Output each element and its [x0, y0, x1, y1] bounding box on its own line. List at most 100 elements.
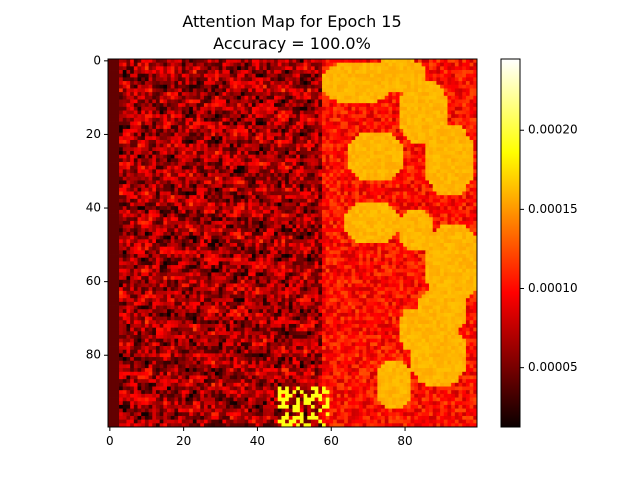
- heatmap-cell: [119, 95, 124, 100]
- heatmap-cell: [167, 95, 172, 100]
- heatmap-cell: [229, 73, 234, 78]
- heatmap-cell: [226, 198, 231, 203]
- heatmap-cell: [255, 176, 260, 181]
- heatmap-cell: [152, 169, 157, 174]
- heatmap-cell: [462, 70, 467, 75]
- heatmap-cell: [465, 169, 471, 174]
- heatmap-cell: [170, 110, 175, 115]
- heatmap-cell: [108, 114, 113, 119]
- heatmap-cell: [469, 81, 474, 86]
- heatmap-cell: [141, 162, 146, 167]
- heatmap-cell: [255, 77, 260, 82]
- heatmap-cell: [303, 202, 308, 207]
- heatmap-cell: [406, 191, 411, 196]
- heatmap-cell: [362, 95, 367, 100]
- heatmap-cell: [329, 235, 334, 240]
- heatmap-cell: [347, 128, 352, 133]
- heatmap-cell: [203, 165, 209, 170]
- heatmap-cell: [288, 239, 293, 244]
- heatmap-cell: [454, 224, 459, 229]
- heatmap-cell: [259, 103, 264, 108]
- heatmap-cell: [358, 231, 364, 237]
- heatmap-cell: [395, 95, 400, 100]
- heatmap-cell: [465, 73, 471, 78]
- heatmap-cell: [141, 147, 146, 152]
- heatmap-cell: [336, 176, 341, 181]
- heatmap-cell: [122, 110, 127, 115]
- heatmap-cell: [296, 180, 301, 185]
- heatmap-cell: [458, 235, 463, 240]
- heatmap-cell: [347, 198, 352, 203]
- heatmap-cell: [314, 239, 319, 244]
- heatmap-cell: [189, 136, 194, 141]
- heatmap-cell: [458, 77, 463, 82]
- heatmap-cell: [351, 125, 356, 130]
- heatmap-cell: [155, 143, 161, 148]
- heatmap-cell: [410, 239, 415, 244]
- heatmap-cell: [178, 62, 183, 67]
- heatmap-cell: [203, 106, 209, 111]
- heatmap-cell: [473, 187, 478, 192]
- heatmap-cell: [473, 202, 478, 207]
- heatmap-cell: [244, 187, 249, 192]
- heatmap-cell: [403, 198, 408, 203]
- heatmap-cell: [333, 66, 338, 71]
- heatmap-cell: [310, 165, 316, 170]
- heatmap-cell: [347, 66, 352, 71]
- heatmap-cell: [115, 110, 120, 115]
- heatmap-cell: [207, 66, 212, 71]
- heatmap-cell: [373, 84, 378, 89]
- heatmap-cell: [222, 121, 227, 126]
- heatmap-cell: [355, 114, 360, 119]
- heatmap-cell: [233, 70, 238, 75]
- heatmap-cell: [307, 187, 312, 192]
- heatmap-cell: [440, 180, 445, 185]
- heatmap-cell: [248, 162, 253, 167]
- heatmap-cell: [355, 125, 360, 130]
- heatmap-cell: [344, 187, 349, 192]
- heatmap-cell: [296, 66, 301, 71]
- heatmap-cell: [303, 239, 308, 244]
- heatmap-cell: [310, 206, 316, 211]
- heatmap-cell: [469, 231, 474, 237]
- heatmap-cell: [233, 180, 238, 185]
- heatmap-cell: [174, 147, 179, 152]
- heatmap-cell: [200, 191, 205, 196]
- heatmap-cell: [314, 114, 319, 119]
- heatmap-cell: [115, 132, 120, 137]
- heatmap-cell: [299, 206, 304, 211]
- heatmap-cell: [137, 220, 142, 225]
- heatmap-cell: [462, 84, 467, 89]
- heatmap-cell: [314, 151, 319, 156]
- heatmap-cell: [144, 81, 149, 86]
- heatmap-cell: [440, 228, 445, 233]
- heatmap-cell: [251, 180, 256, 185]
- heatmap-cell: [403, 195, 408, 200]
- heatmap-cell: [248, 70, 253, 75]
- heatmap-cell: [233, 99, 238, 104]
- heatmap-cell: [229, 66, 234, 71]
- heatmap-cell: [229, 103, 234, 108]
- heatmap-cell: [362, 220, 367, 225]
- heatmap-cell: [406, 176, 411, 181]
- heatmap-cell: [174, 62, 179, 67]
- heatmap-cell: [336, 95, 341, 100]
- heatmap-cell: [425, 70, 430, 75]
- heatmap-cell: [410, 139, 415, 145]
- heatmap-cell: [351, 220, 356, 225]
- heatmap-cell: [141, 59, 146, 64]
- heatmap-cell: [229, 70, 234, 75]
- heatmap-cell: [167, 114, 172, 119]
- heatmap-cell: [333, 165, 338, 170]
- heatmap-cell: [369, 70, 375, 75]
- heatmap-cell: [462, 228, 467, 233]
- heatmap-cell: [115, 103, 120, 108]
- heatmap-cell: [395, 180, 400, 185]
- heatmap-cell: [207, 180, 212, 185]
- heatmap-cell: [325, 180, 330, 185]
- heatmap-cell: [458, 110, 463, 115]
- heatmap-cell: [148, 143, 153, 148]
- heatmap-cell: [406, 209, 411, 214]
- heatmap-cell: [351, 106, 356, 111]
- heatmap-cell: [421, 70, 426, 75]
